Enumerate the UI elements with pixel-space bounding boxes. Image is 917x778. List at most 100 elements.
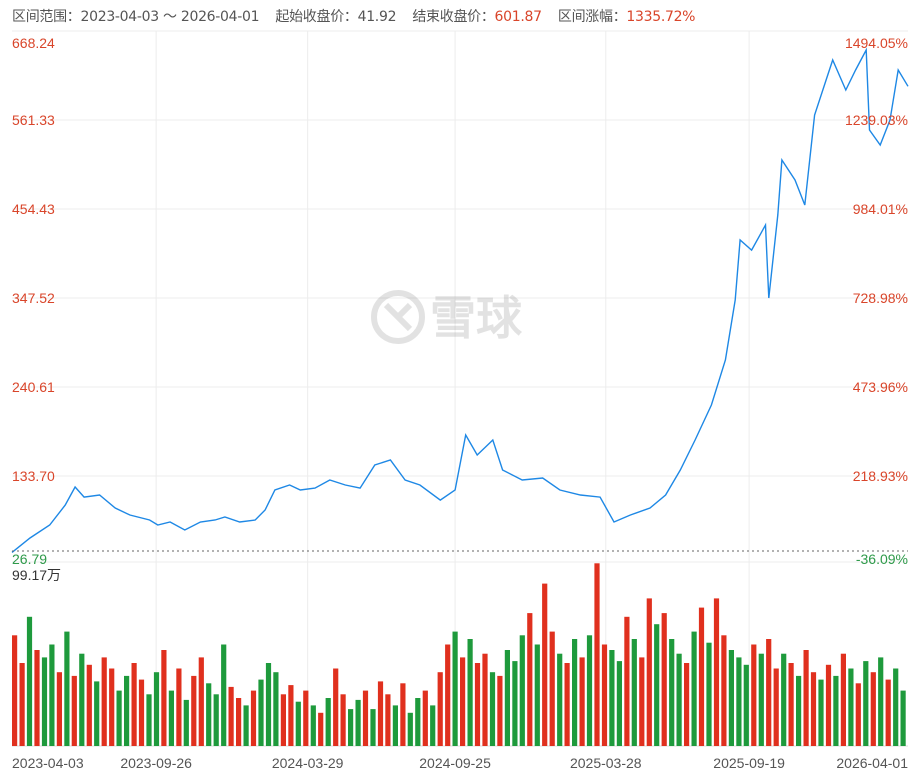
volume-bar (258, 679, 264, 746)
volume-bar (863, 661, 869, 746)
volume-bar (527, 613, 533, 746)
volume-bar (370, 709, 376, 746)
volume-bar (86, 664, 92, 746)
volume-bar (131, 663, 137, 746)
volume-bar (243, 705, 249, 746)
price-tick-label: 240.61 (12, 379, 55, 395)
volume-bar (743, 664, 749, 746)
volume-bar (706, 642, 712, 746)
volume-bar (691, 631, 697, 746)
price-tick-label: 561.33 (12, 112, 55, 128)
x-tick-label: 2025-09-19 (713, 755, 785, 771)
volume-bar (19, 663, 25, 746)
volume-bar (586, 635, 593, 746)
volume-bar (646, 598, 652, 746)
volume-bar (101, 657, 107, 746)
x-tick-label: 2026-04-01 (836, 755, 908, 771)
volume-bar (452, 631, 458, 746)
volume-bar (437, 672, 443, 746)
volume-bar (728, 650, 734, 746)
volume-bar (833, 675, 839, 746)
volume-bar (810, 672, 817, 746)
x-tick-label: 2024-09-25 (419, 755, 491, 771)
volume-bar (325, 698, 331, 746)
price-tick-label: 668.24 (12, 35, 55, 51)
volume-bar (41, 657, 48, 746)
range-value: 2023-04-03 ～ 2026-04-01 (80, 9, 260, 25)
volume-bar (676, 653, 682, 746)
volume-bar (796, 675, 802, 746)
volume-bar (848, 668, 854, 746)
volume-bar (534, 644, 540, 746)
volume-bar (415, 698, 421, 746)
volume-bar (601, 644, 608, 746)
volume-bar (885, 679, 891, 746)
volume-bar (153, 672, 160, 746)
volume-bar (56, 672, 62, 746)
volume-bar (766, 639, 772, 746)
x-tick-label: 2024-03-29 (272, 755, 344, 771)
volume-bar (288, 685, 294, 746)
volume-bar (698, 607, 705, 746)
volume-bar (773, 668, 779, 746)
volume-bar (594, 563, 600, 746)
volume-bar (12, 635, 18, 746)
volume-bar (639, 657, 645, 746)
volume-bar (176, 668, 182, 746)
volume-bar (572, 639, 578, 746)
volume-bar (124, 675, 130, 746)
volume-bar (333, 668, 339, 746)
xueqiu-logo-mark (383, 302, 413, 332)
range-summary: 区间范围：2023-04-03 ～ 2026-04-01 起始收盘价：41.92… (12, 6, 695, 26)
percent-tick-label: 1494.05% (845, 35, 908, 51)
xueqiu-logo-icon (371, 290, 425, 344)
percent-tick-label: 984.01% (853, 201, 908, 217)
volume-bar (183, 699, 189, 746)
watermark-text: 雪球 (430, 291, 523, 345)
percent-min-label: -36.09% (856, 551, 908, 567)
volume-bar (713, 598, 720, 746)
volume-bar (400, 683, 406, 746)
volume-bar (781, 653, 787, 746)
percent-tick-label: 1239.03% (845, 112, 908, 128)
price-min-label: 26.79 (12, 551, 47, 567)
volume-bar (557, 653, 563, 746)
volume-bar (280, 694, 286, 746)
volume-bar (250, 690, 257, 746)
volume-bar (161, 650, 167, 746)
volume-bar (392, 705, 398, 746)
volume-bar (71, 675, 77, 746)
volume-bar (138, 679, 145, 746)
end-price-value: 601.87 (494, 9, 542, 25)
watermark: 雪球 (371, 290, 523, 345)
volume-bar (840, 653, 846, 746)
volume-bar (318, 712, 324, 746)
volume-bar (191, 675, 197, 746)
volume-bar (221, 644, 227, 746)
volume-bar (146, 694, 152, 746)
volume-bars (12, 563, 906, 746)
volume-bar (579, 657, 585, 746)
x-tick-label: 2023-04-03 (12, 755, 84, 771)
volume-bar (519, 635, 525, 746)
volume-bar (340, 694, 346, 746)
percent-tick-label: 218.93% (853, 468, 908, 484)
percent-tick-label: 728.98% (853, 290, 908, 306)
volume-bar (878, 657, 884, 746)
volume-bar (94, 681, 100, 746)
price-tick-label: 133.70 (12, 468, 55, 484)
volume-bar (624, 616, 630, 746)
change-label: 区间涨幅： (557, 9, 627, 25)
x-tick-label: 2025-03-28 (570, 755, 642, 771)
volume-bar (482, 653, 488, 746)
volume-bar (654, 624, 660, 746)
volume-bar (504, 650, 510, 746)
volume-bar (355, 699, 361, 746)
volume-bar (900, 690, 906, 746)
volume-bar (64, 631, 70, 746)
volume-bar (168, 690, 174, 746)
start-price-label: 起始收盘价： (275, 9, 358, 25)
start-price-value: 41.92 (357, 9, 397, 25)
volume-bar (34, 650, 40, 746)
